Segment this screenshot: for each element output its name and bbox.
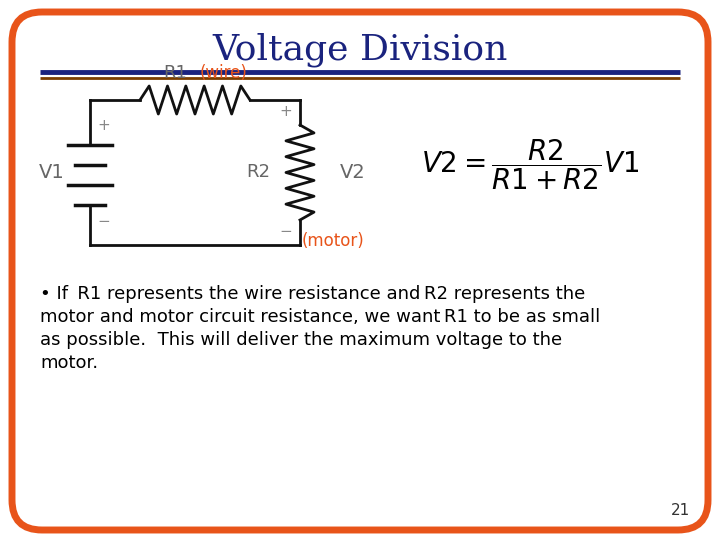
Text: V1: V1: [39, 163, 65, 181]
Text: $\mathit{V2} = \dfrac{\mathit{R2}}{\mathit{R1}+\mathit{R2}}\mathit{V1}$: $\mathit{V2} = \dfrac{\mathit{R2}}{\math…: [421, 138, 639, 192]
FancyBboxPatch shape: [12, 12, 708, 530]
Text: V2: V2: [340, 163, 366, 181]
Text: −: −: [279, 225, 292, 240]
Text: Voltage Division: Voltage Division: [212, 33, 508, 68]
Text: +: +: [279, 105, 292, 119]
Text: (wire): (wire): [200, 64, 248, 82]
Text: R1: R1: [163, 64, 187, 82]
Text: (motor): (motor): [302, 232, 365, 250]
Text: as possible.  This will deliver the maximum voltage to the: as possible. This will deliver the maxim…: [40, 331, 562, 349]
Text: R2: R2: [246, 163, 270, 181]
Text: motor and motor circuit resistance, we want R1 to be as small: motor and motor circuit resistance, we w…: [40, 308, 600, 326]
Text: 21: 21: [671, 503, 690, 518]
Text: +: +: [98, 118, 110, 132]
Text: • If  R1 represents the wire resistance and R2 represents the: • If R1 represents the wire resistance a…: [40, 285, 585, 303]
Text: −: −: [98, 214, 110, 230]
Text: motor.: motor.: [40, 354, 98, 372]
